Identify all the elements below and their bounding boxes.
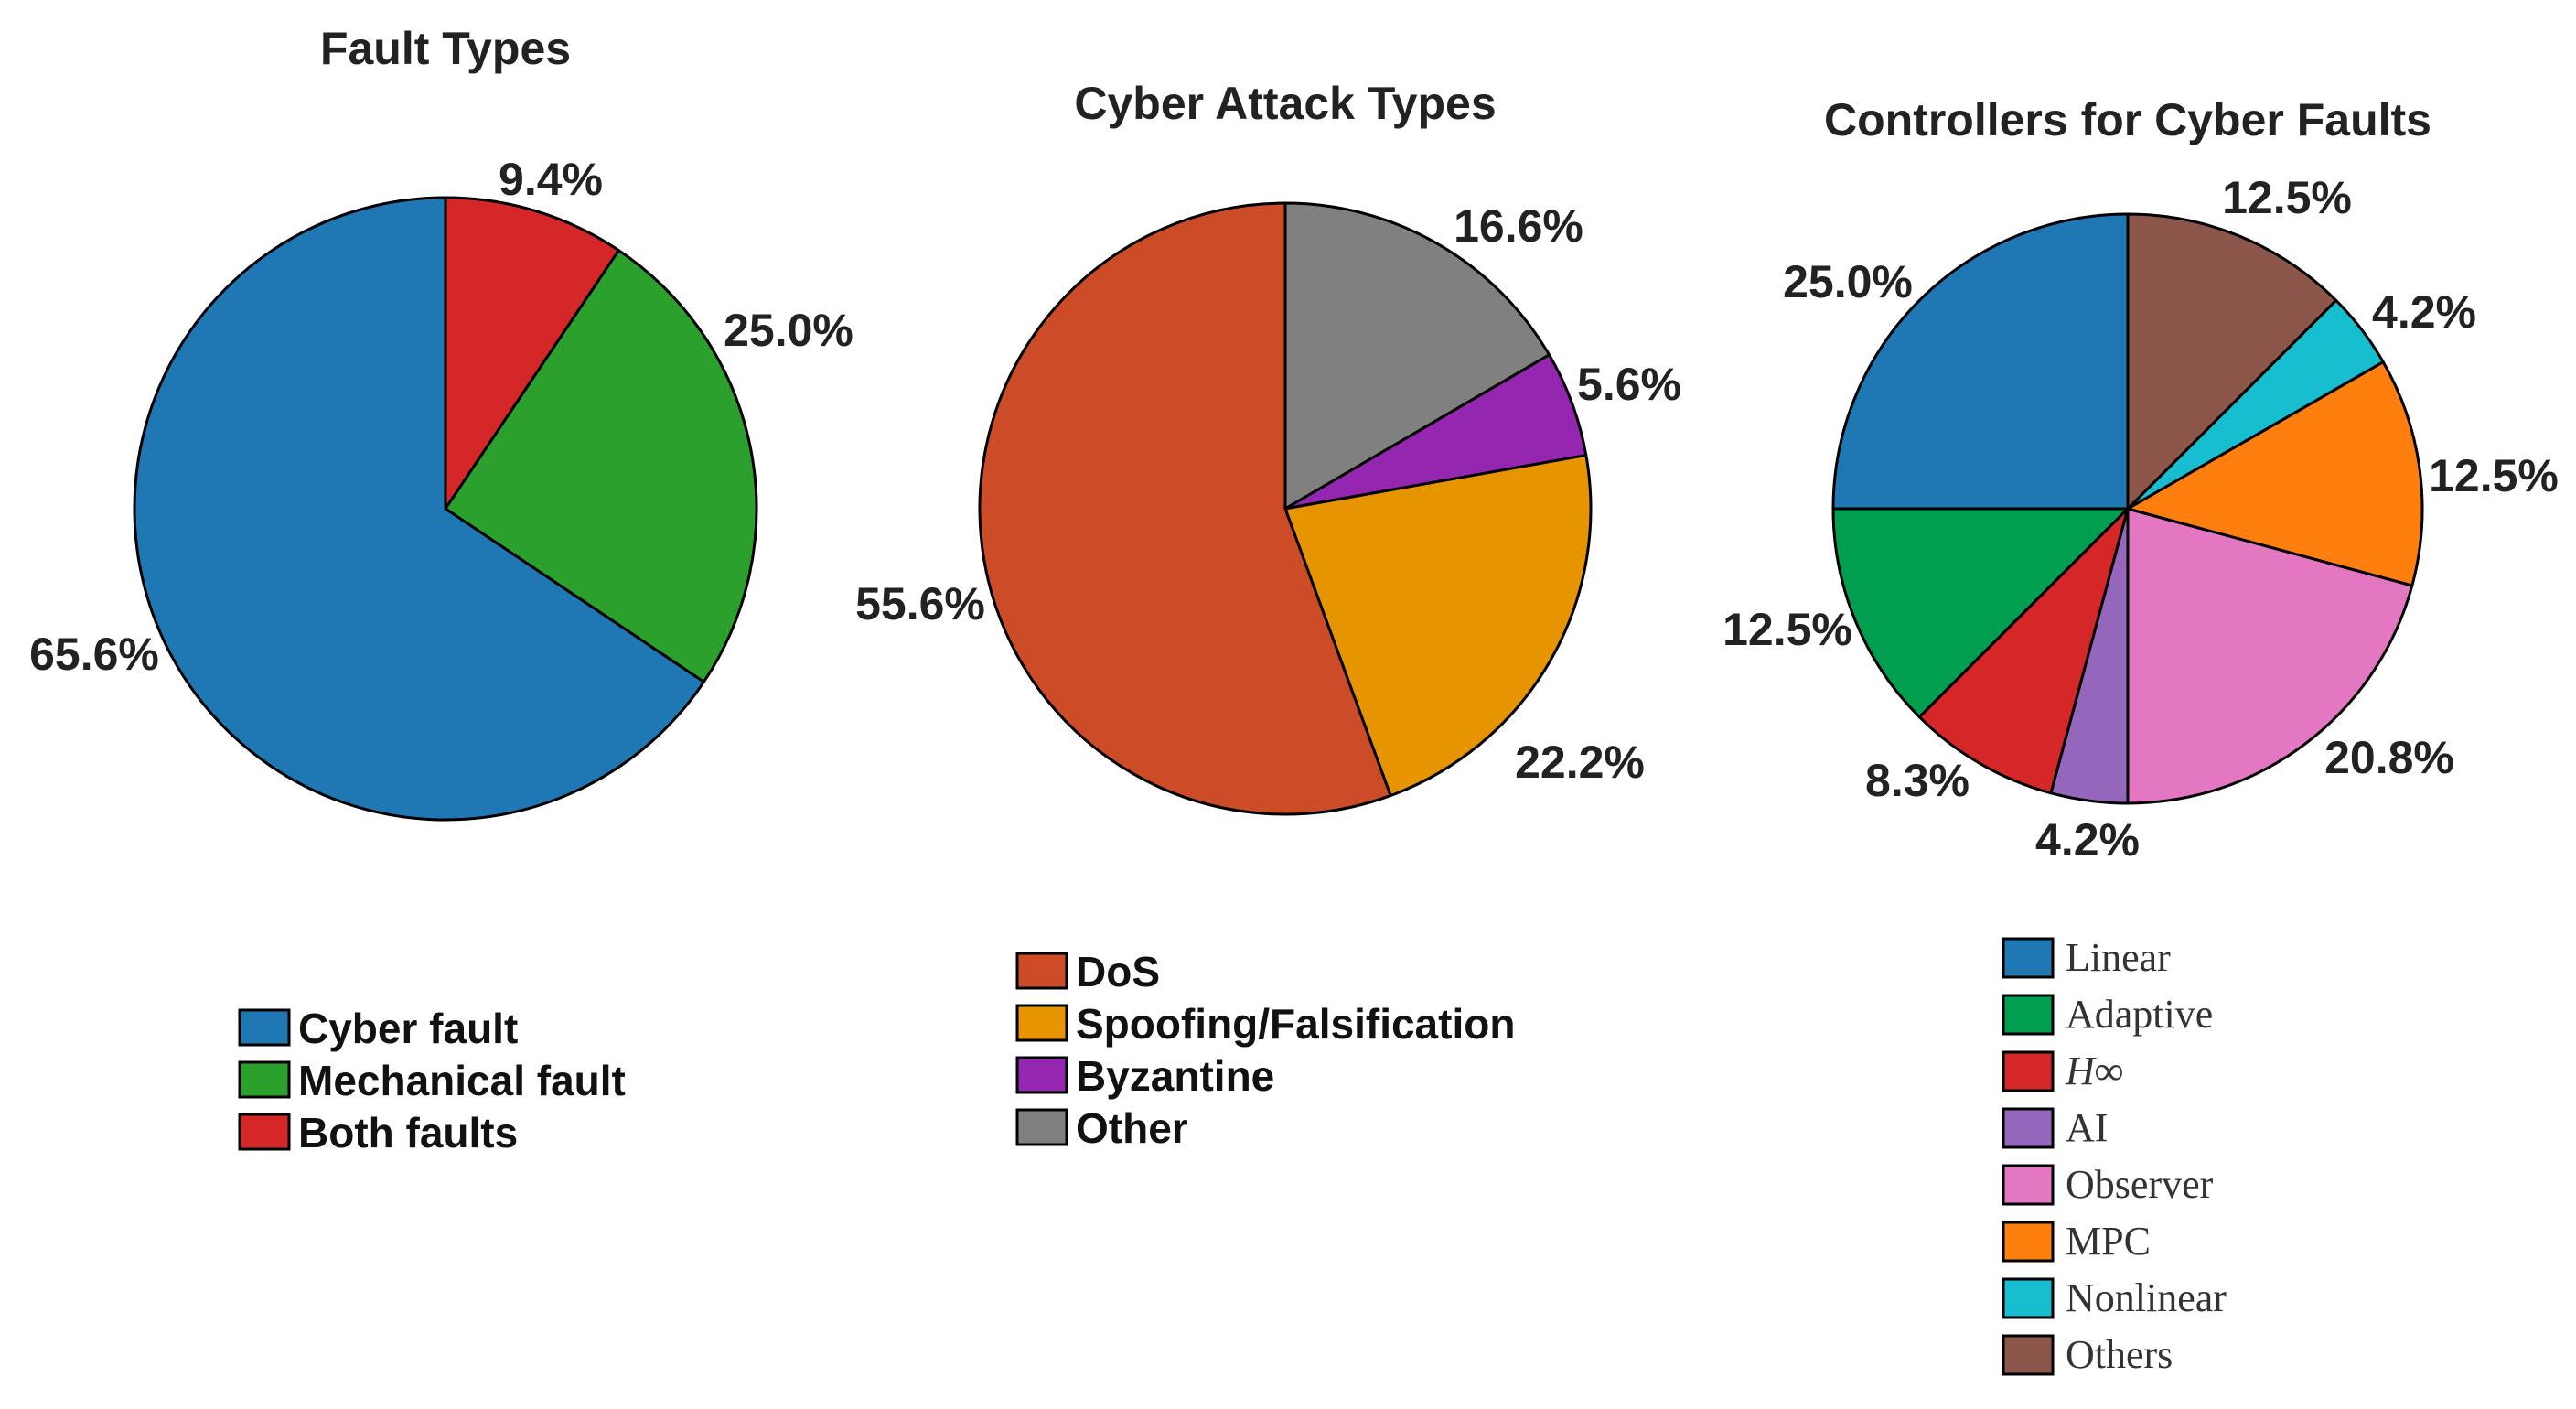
slice-labels-controllers: 25.0% 12.5% 8.3% 4.2% 20.8% 12.5% 4.2% 1… [1723,172,2559,866]
pie-slice-cyber-fault [133,196,705,822]
chart-controllers: Controllers for Cyber Faults 25.0% 12.5%… [1723,94,2559,1377]
legend-label-byzantine: Byzantine [1076,1052,1274,1100]
pie-slice-linear [1831,212,2130,511]
legend-swatch-spoofing [1015,1004,1068,1042]
legend-swatch-other [1015,1108,1068,1146]
legend-cyber-attack-types: DoS Spoofing/Falsification Byzantine Oth… [1015,948,1515,1152]
pie-controllers [1831,212,2424,805]
pie-slice-hinfinity [1917,507,2130,795]
legend-swatch-others [2002,1334,2055,1376]
pie-slice-other [1283,201,1551,511]
legend-label-other: Other [1076,1104,1188,1152]
legend-label-others: Others [2066,1332,2173,1377]
legend-label-h-infinity: H∞ [2065,1049,2123,1093]
legend-label-both-faults: Both faults [298,1109,518,1156]
legend-swatch-observer [2002,1164,2055,1206]
legend-label-dos: DoS [1076,948,1160,995]
slice-labels-cyber-attack-types: 55.6% 22.2% 5.6% 16.6% [855,200,1681,788]
legend-swatch-adaptive [2002,994,2055,1036]
pie-cyber-attack-types [978,201,1593,816]
slice-label-dos: 55.6% [855,578,985,629]
legend-swatch-h-infinity [2002,1050,2055,1092]
legend-label-linear: Linear [2066,935,2171,980]
legend-swatch-cyber-fault [238,1008,291,1047]
slice-label-ai: 4.2% [2035,814,2140,866]
slice-label-nonlinear: 4.2% [2372,286,2476,338]
slice-label-h-infinity: 8.3% [1865,755,1970,806]
pie-slice-observer [2126,507,2414,805]
legend-swatch-byzantine [1015,1056,1068,1094]
chart-title: Controllers for Cyber Faults [1824,94,2431,145]
slice-label-linear: 25.0% [1783,256,1913,307]
pie-slice-others [2126,212,2338,511]
legend-fault-types: Cyber fault Mechanical fault Both faults [238,1005,626,1156]
pie-slice-both-faults [444,196,620,511]
legend-label-mpc: MPC [2066,1219,2151,1264]
legend-label-observer: Observer [2066,1162,2214,1207]
legend-controllers: Linear Adaptive H∞ AI Observer MPC Nonli… [2002,935,2227,1377]
slice-label-cyber-fault: 65.6% [29,629,159,680]
legend-label-nonlinear: Nonlinear [2066,1275,2227,1320]
legend-swatch-nonlinear [2002,1277,2055,1319]
legend-swatch-linear [2002,937,2055,979]
slice-labels-fault-types: 65.6% 25.0% 9.4% [29,154,853,680]
legend-label-ai: AI [2066,1105,2108,1150]
slice-label-mpc: 12.5% [2429,450,2559,501]
slice-label-mechanical-fault: 25.0% [724,305,853,356]
pie-slice-dos [978,201,1392,816]
pie-slice-spoofing-falsification [1283,454,1593,798]
legend-swatch-mpc [2002,1221,2055,1263]
slice-label-spoofing: 22.2% [1515,737,1645,788]
legend-swatch-dos [1015,952,1068,990]
slice-label-others: 12.5% [2222,172,2352,223]
legend-label-cyber-fault: Cyber fault [298,1005,518,1052]
legend-swatch-both-faults [238,1113,291,1151]
slice-label-byzantine: 5.6% [1577,359,1681,410]
pie-fault-types [133,196,758,822]
slice-label-observer: 20.8% [2324,732,2454,783]
legend-label-adaptive: Adaptive [2066,992,2213,1037]
chart-title: Cyber Attack Types [1074,78,1496,129]
slice-label-both-faults: 9.4% [499,154,603,205]
legend-swatch-ai [2002,1107,2055,1149]
pie-slice-mpc [2126,360,2424,587]
chart-title: Fault Types [320,23,571,74]
pie-slice-mechanical-fault [444,249,758,683]
slice-label-adaptive: 12.5% [1723,604,1852,655]
chart-cyber-attack-types: Cyber Attack Types 55.6% 22.2% 5.6% 16.6… [855,78,1681,1152]
legend-label-spoofing: Spoofing/Falsification [1076,1000,1515,1048]
chart-fault-types: Fault Types 65.6% 25.0% 9.4% Cyber fault… [29,23,853,1156]
legend-label-mechanical-fault: Mechanical fault [298,1057,626,1104]
legend-swatch-mechanical-fault [238,1060,291,1099]
slice-label-other: 16.6% [1454,200,1583,252]
pie-slice-adaptive [1831,507,2130,719]
